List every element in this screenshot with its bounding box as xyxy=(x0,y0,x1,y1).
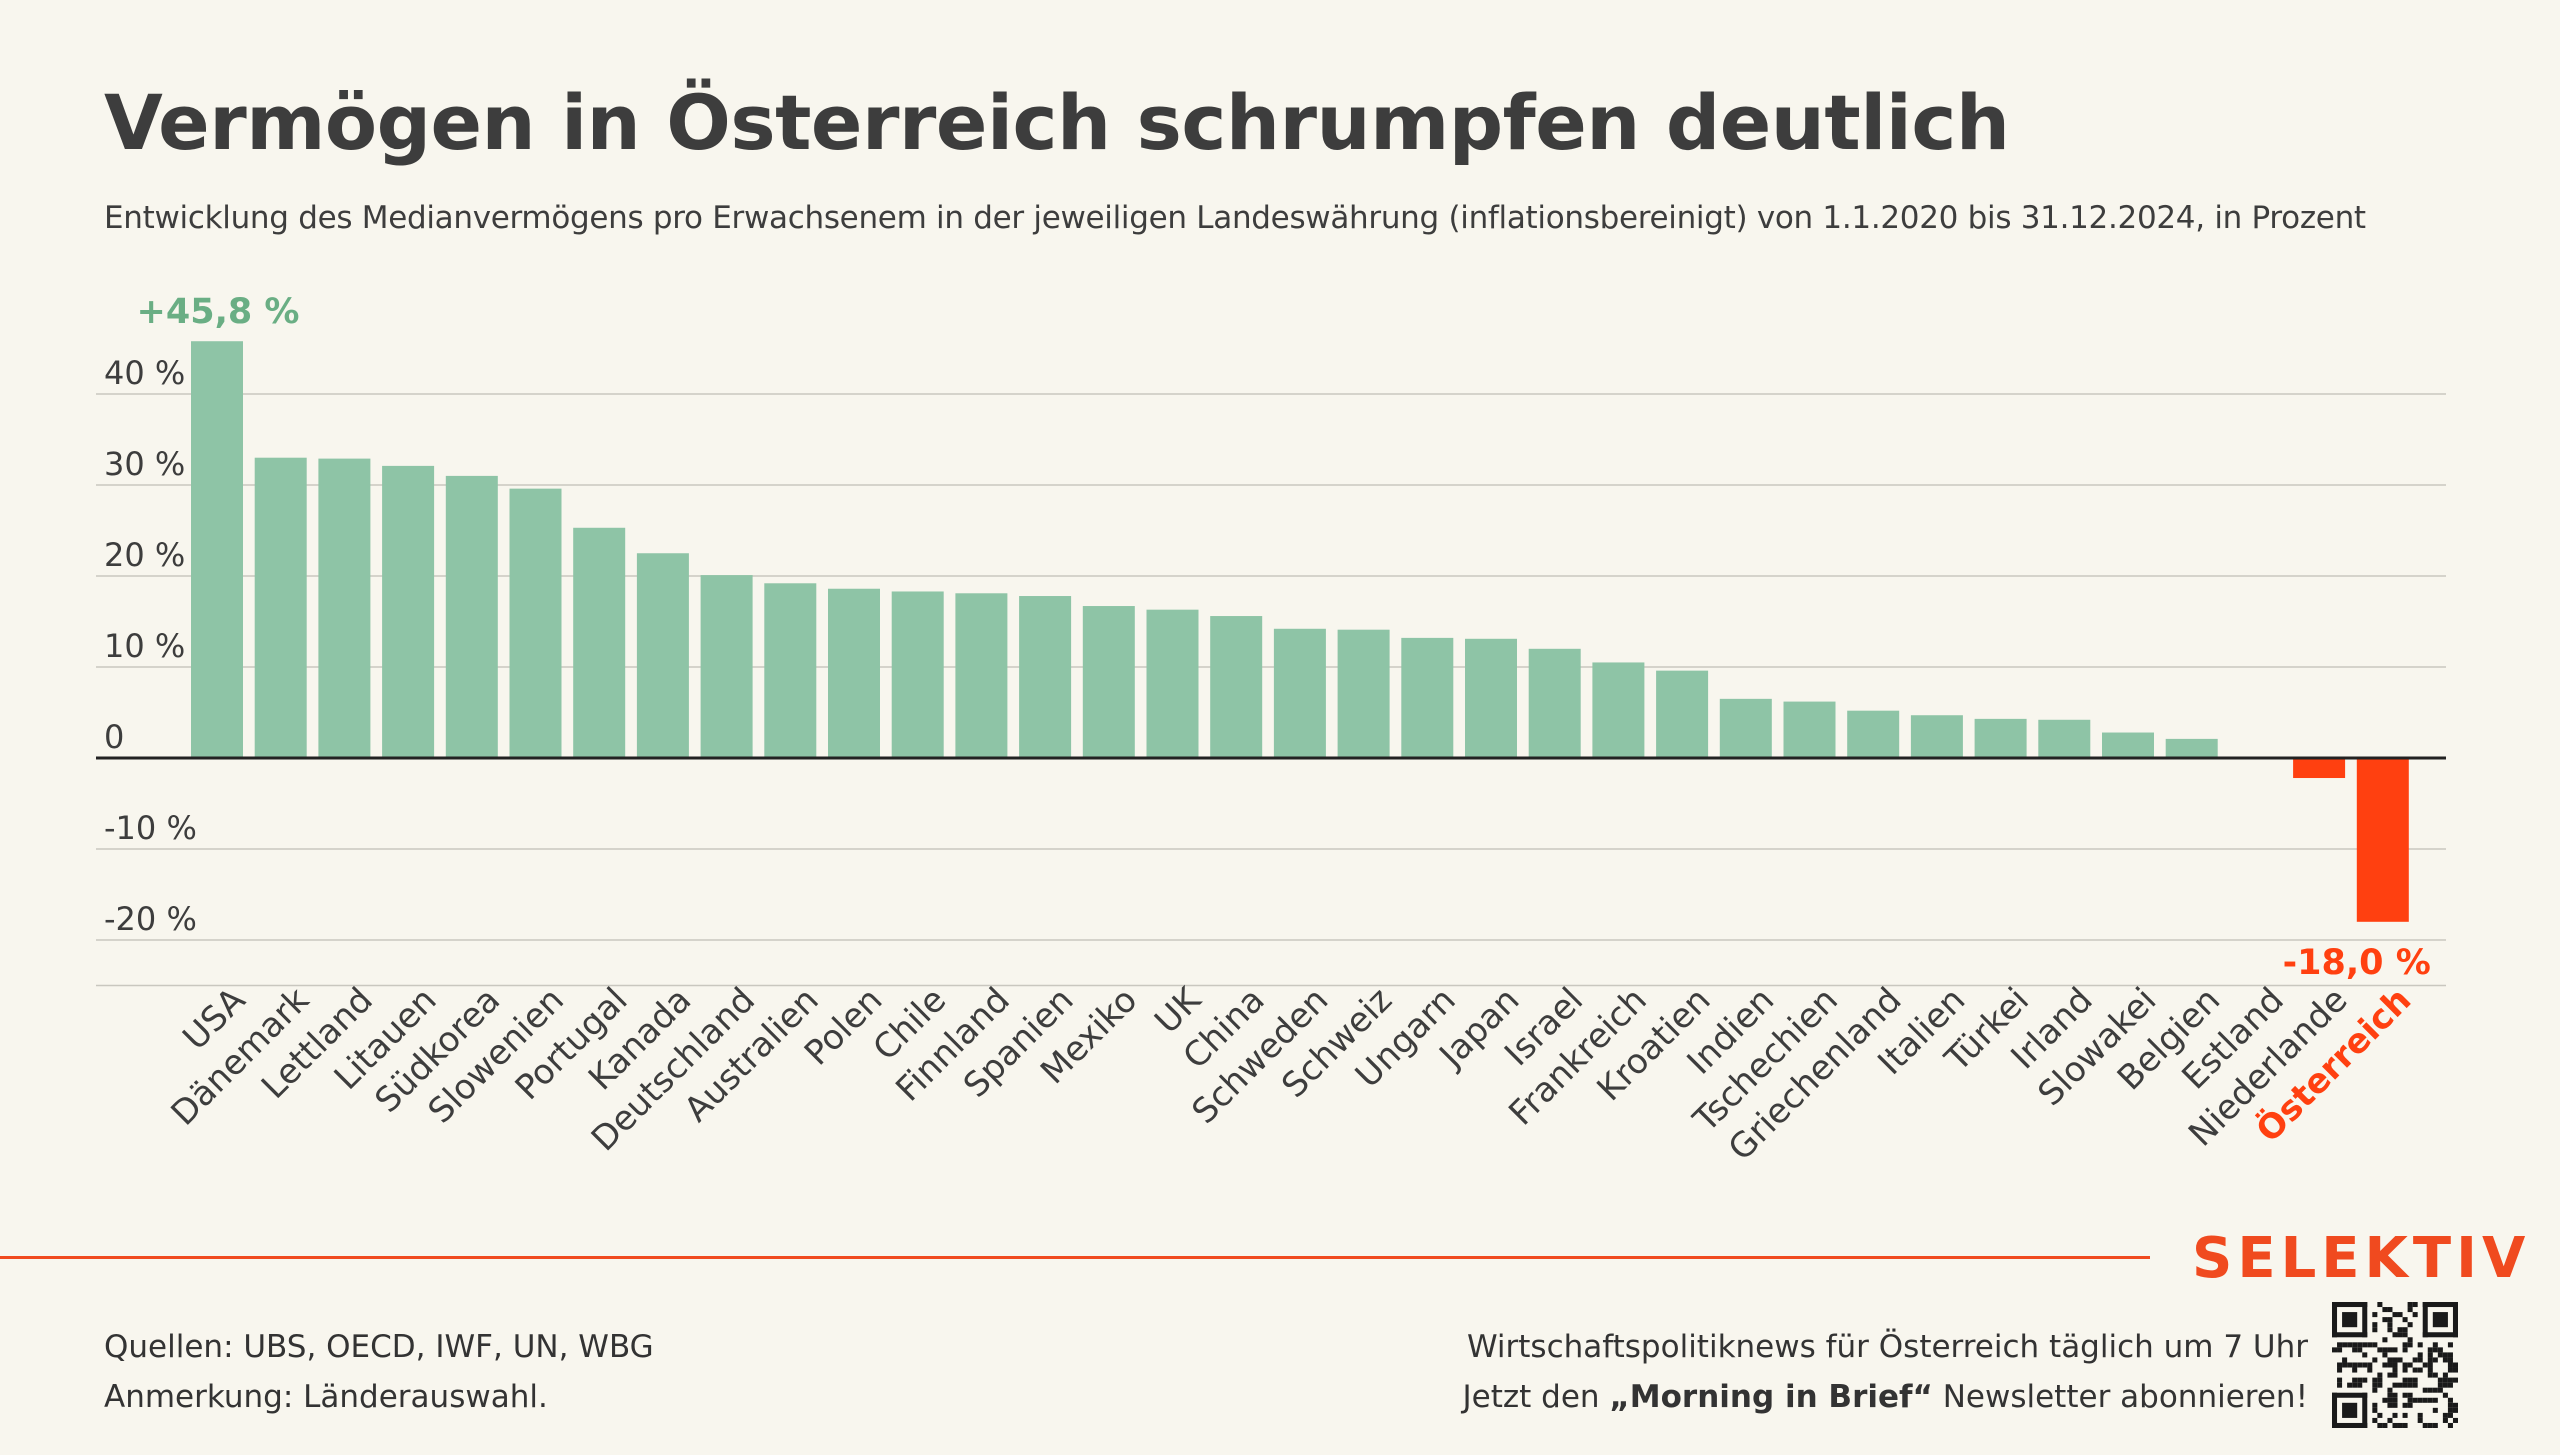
bar xyxy=(2102,732,2154,758)
bar xyxy=(1847,710,1900,758)
chart-subtitle: Entwicklung des Medianvermögens pro Erwa… xyxy=(104,200,2366,236)
bar xyxy=(1974,718,2027,758)
bar xyxy=(1656,670,1709,758)
data-label: -18,0 % xyxy=(2283,943,2431,983)
bar xyxy=(1273,628,1326,758)
chart-title: Vermögen in Österreich schrumpfen deutli… xyxy=(104,78,2010,167)
bar xyxy=(1401,637,1454,758)
bar xyxy=(2038,719,2091,758)
bar xyxy=(891,591,944,758)
bar xyxy=(382,465,435,758)
bar xyxy=(573,527,626,758)
bar xyxy=(191,341,243,758)
bar xyxy=(2293,758,2346,779)
brand-logo: SELEKTIV xyxy=(2192,1226,2531,1291)
bar xyxy=(1019,596,1072,758)
bar xyxy=(2165,738,2218,758)
bar xyxy=(1465,638,1517,758)
bar xyxy=(1719,698,1772,758)
promo-line-2[interactable]: Jetzt den „Morning in Brief“ Newsletter … xyxy=(1462,1379,2308,1415)
bar xyxy=(2356,758,2409,922)
note-text: Anmerkung: Länderauswahl. xyxy=(104,1379,548,1415)
y-tick-label: 40 % xyxy=(104,354,185,392)
bar xyxy=(318,458,371,758)
bar xyxy=(764,583,817,758)
y-tick-label: -10 % xyxy=(104,809,197,847)
footer-sources: Quellen: UBS, OECD, IWF, UN, WBG Anmerku… xyxy=(104,1322,654,1422)
bar xyxy=(828,588,880,758)
newsletter-promo: Wirtschaftspolitiknews für Österreich tä… xyxy=(1462,1322,2308,1422)
footer-divider xyxy=(0,1256,2150,1259)
bar xyxy=(636,553,689,758)
bar xyxy=(1528,648,1581,758)
bar xyxy=(509,488,562,758)
bar xyxy=(254,457,307,758)
promo-line-1: Wirtschaftspolitiknews für Österreich tä… xyxy=(1466,1329,2308,1365)
y-tick-label: 0 xyxy=(104,718,124,756)
bar xyxy=(1082,606,1135,758)
bar xyxy=(1146,609,1199,758)
bar xyxy=(700,575,753,758)
y-tick-label: -20 % xyxy=(104,900,197,938)
bar xyxy=(1210,616,1263,758)
newsletter-name[interactable]: „Morning in Brief“ xyxy=(1609,1379,1933,1415)
bar-chart: 40 %30 %20 %10 %0-10 %-20 %USADänemarkLe… xyxy=(96,292,2446,1169)
bar xyxy=(1783,701,1836,758)
bar xyxy=(1337,629,1390,758)
y-tick-label: 10 % xyxy=(104,627,185,665)
y-tick-label: 20 % xyxy=(104,536,185,574)
bar xyxy=(955,593,1008,758)
y-tick-label: 30 % xyxy=(104,445,185,483)
bar xyxy=(445,475,498,758)
bar xyxy=(1910,715,1963,758)
data-label: +45,8 % xyxy=(137,292,300,332)
qr-code-icon[interactable] xyxy=(2332,1302,2458,1428)
bar xyxy=(1592,662,1645,758)
sources-text: Quellen: UBS, OECD, IWF, UN, WBG xyxy=(104,1329,654,1365)
